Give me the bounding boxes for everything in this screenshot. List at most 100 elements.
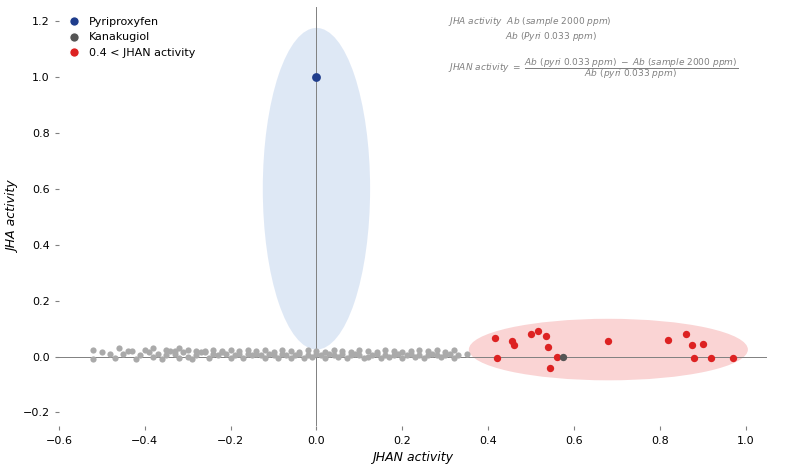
Point bbox=[259, 346, 271, 353]
Text: $\it{JHA\ activity}$  $\it{Ab\ (sample\ 2000\ ppm)}$
                    $\it{Ab: $\it{JHA\ activity}$ $\it{Ab\ (sample\ 2… bbox=[448, 16, 739, 81]
Point bbox=[679, 331, 692, 338]
Point bbox=[409, 353, 421, 360]
Point bbox=[417, 354, 430, 362]
Point bbox=[284, 347, 297, 355]
Point bbox=[211, 351, 224, 359]
Point bbox=[289, 351, 301, 359]
Point bbox=[391, 350, 404, 357]
Point bbox=[271, 354, 284, 362]
Point bbox=[164, 347, 177, 355]
Point bbox=[310, 347, 323, 355]
Point bbox=[542, 343, 555, 350]
Point bbox=[181, 346, 194, 353]
Point bbox=[241, 346, 254, 353]
Point bbox=[229, 351, 241, 359]
Point bbox=[181, 353, 194, 360]
Point bbox=[349, 350, 361, 357]
Point bbox=[259, 354, 271, 362]
Point bbox=[336, 347, 349, 355]
Point bbox=[199, 347, 211, 355]
Point bbox=[439, 349, 451, 356]
Point bbox=[557, 353, 570, 360]
Point bbox=[353, 346, 365, 353]
Point bbox=[169, 350, 181, 357]
Point bbox=[705, 354, 718, 362]
Point bbox=[686, 341, 698, 349]
Point bbox=[345, 351, 357, 359]
Point bbox=[207, 346, 219, 353]
Point bbox=[220, 350, 233, 357]
Point bbox=[160, 346, 173, 353]
Point bbox=[194, 349, 207, 356]
Point bbox=[361, 347, 374, 355]
Point bbox=[327, 346, 340, 353]
Point bbox=[544, 364, 557, 372]
Point bbox=[155, 356, 168, 363]
Point bbox=[366, 351, 379, 359]
Point bbox=[525, 331, 537, 338]
Point bbox=[447, 354, 460, 362]
Point bbox=[435, 353, 447, 360]
Point bbox=[379, 351, 391, 359]
Point bbox=[117, 350, 129, 357]
Point bbox=[507, 341, 520, 349]
Point bbox=[233, 350, 245, 357]
Point bbox=[306, 353, 319, 360]
Point bbox=[113, 344, 125, 352]
Point bbox=[688, 354, 701, 362]
Point bbox=[134, 351, 147, 359]
Point bbox=[443, 350, 456, 357]
Point bbox=[310, 73, 323, 81]
Point bbox=[319, 349, 331, 356]
Point bbox=[400, 351, 413, 359]
Point bbox=[108, 354, 121, 362]
Point bbox=[488, 334, 501, 342]
Point bbox=[697, 340, 709, 348]
Point bbox=[323, 350, 335, 357]
Point bbox=[151, 350, 164, 357]
Point bbox=[531, 328, 544, 335]
Legend: Pyriproxyfen, Kanakugiol, 0.4 < JHAN activity: Pyriproxyfen, Kanakugiol, 0.4 < JHAN act… bbox=[65, 13, 200, 63]
Point bbox=[233, 347, 245, 355]
Point bbox=[370, 349, 383, 356]
Point bbox=[138, 346, 151, 353]
Point bbox=[383, 353, 396, 360]
Point bbox=[387, 351, 400, 359]
Point bbox=[241, 350, 254, 357]
Point bbox=[361, 353, 374, 360]
Point bbox=[199, 349, 211, 356]
Point bbox=[224, 346, 237, 353]
Point bbox=[340, 354, 353, 362]
Point bbox=[293, 349, 305, 356]
Y-axis label: JHA activity: JHA activity bbox=[7, 181, 20, 252]
Point bbox=[551, 353, 563, 360]
Point bbox=[405, 347, 417, 355]
Point bbox=[276, 346, 289, 353]
Point bbox=[422, 351, 435, 359]
Point bbox=[87, 356, 99, 363]
Point bbox=[310, 350, 323, 357]
Point bbox=[87, 346, 99, 353]
Point bbox=[379, 346, 391, 353]
Point bbox=[190, 351, 203, 359]
Point bbox=[130, 356, 143, 363]
Ellipse shape bbox=[263, 28, 370, 349]
Point bbox=[396, 354, 409, 362]
Point bbox=[250, 350, 263, 357]
Point bbox=[413, 346, 426, 353]
Point bbox=[461, 350, 473, 357]
Point bbox=[297, 354, 310, 362]
Point bbox=[506, 337, 518, 345]
Point bbox=[177, 349, 189, 356]
Point bbox=[143, 349, 155, 356]
Point bbox=[280, 351, 293, 359]
Point bbox=[267, 349, 280, 356]
Point bbox=[276, 350, 289, 357]
Point bbox=[95, 349, 108, 356]
Point bbox=[439, 351, 451, 359]
Point bbox=[447, 346, 460, 353]
Point bbox=[301, 351, 314, 359]
Point bbox=[203, 354, 215, 362]
Point bbox=[267, 351, 280, 359]
Point bbox=[104, 350, 117, 357]
